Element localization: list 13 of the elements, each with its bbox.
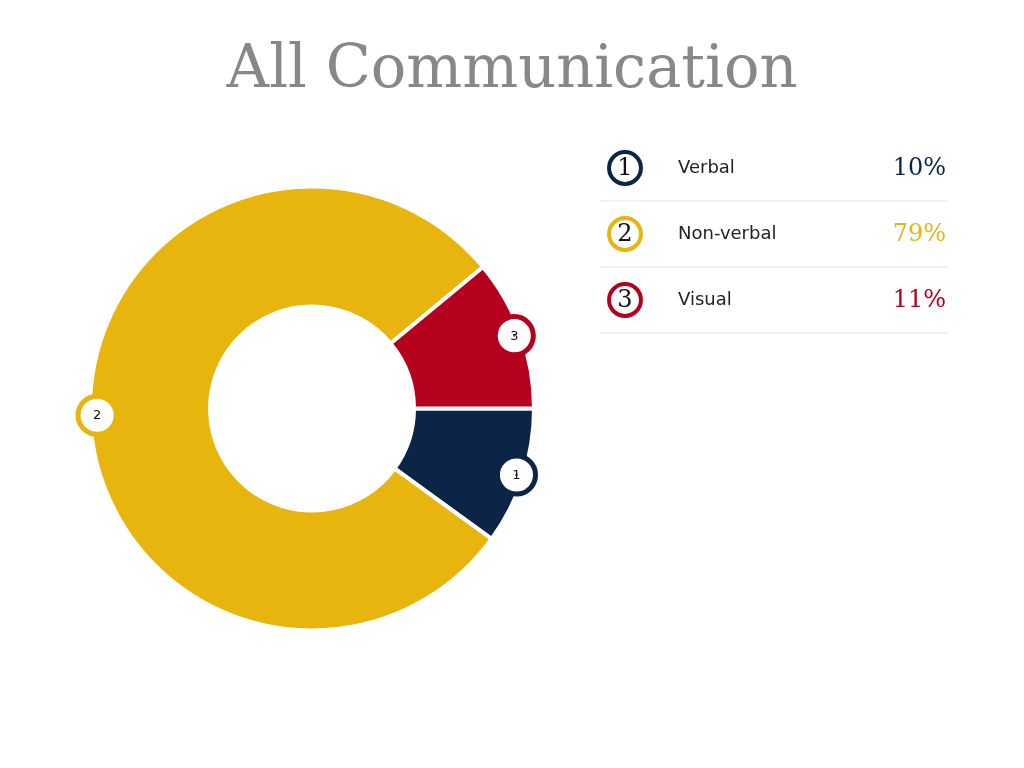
text: 1 [617, 153, 633, 181]
legend-label: Verbal [678, 156, 735, 177]
text: 3 [510, 327, 519, 343]
legend-label: Non-verbal [678, 222, 777, 243]
text: 1 [512, 466, 521, 482]
text: 2 [92, 407, 102, 423]
legend-label: Visual [678, 288, 732, 309]
text: 3 [617, 285, 633, 313]
data-label: 11% [892, 285, 946, 313]
data-label: 10% [892, 153, 946, 181]
text: 2 [617, 219, 633, 247]
data-label: 79% [892, 219, 946, 247]
chart-title: All Communication [225, 32, 798, 101]
